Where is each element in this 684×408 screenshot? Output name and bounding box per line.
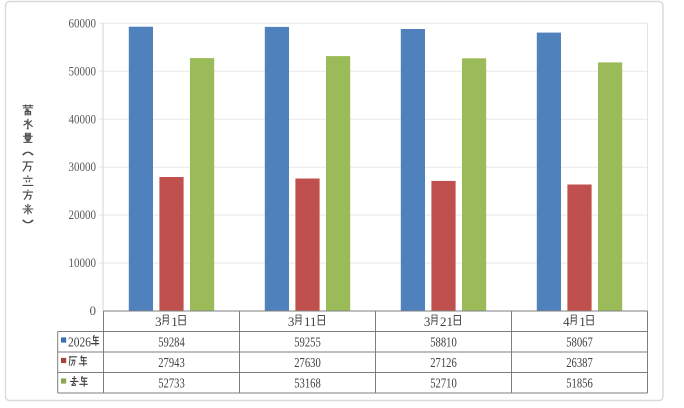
svg-text:53168: 53168 — [294, 377, 321, 392]
svg-text:60000: 60000 — [69, 15, 97, 30]
svg-text:27126: 27126 — [430, 356, 457, 371]
svg-text:59255: 59255 — [294, 336, 321, 351]
svg-text:2026: 2026 — [68, 336, 91, 351]
svg-text:30000: 30000 — [69, 159, 97, 174]
svg-text:59284: 59284 — [158, 336, 185, 351]
svg-text:20000: 20000 — [69, 207, 97, 222]
svg-text:52710: 52710 — [430, 377, 457, 392]
svg-text:3: 3 — [424, 314, 431, 329]
svg-text:52733: 52733 — [158, 377, 185, 392]
svg-text:26387: 26387 — [566, 356, 593, 371]
svg-text:58810: 58810 — [430, 336, 457, 351]
svg-text:51856: 51856 — [566, 377, 593, 392]
svg-text:4: 4 — [563, 314, 570, 329]
svg-text:27630: 27630 — [294, 356, 321, 371]
svg-text:3: 3 — [155, 314, 162, 329]
svg-text:40000: 40000 — [69, 111, 97, 126]
svg-text:11: 11 — [304, 314, 317, 329]
svg-text:3: 3 — [288, 314, 295, 329]
svg-text:1: 1 — [579, 314, 586, 329]
svg-text:27943: 27943 — [158, 356, 185, 371]
svg-text:10000: 10000 — [69, 255, 97, 270]
svg-text:0: 0 — [90, 303, 97, 318]
svg-text:58067: 58067 — [566, 336, 593, 351]
svg-text:50000: 50000 — [69, 63, 97, 78]
svg-text:21: 21 — [440, 314, 453, 329]
svg-text:1: 1 — [171, 314, 178, 329]
